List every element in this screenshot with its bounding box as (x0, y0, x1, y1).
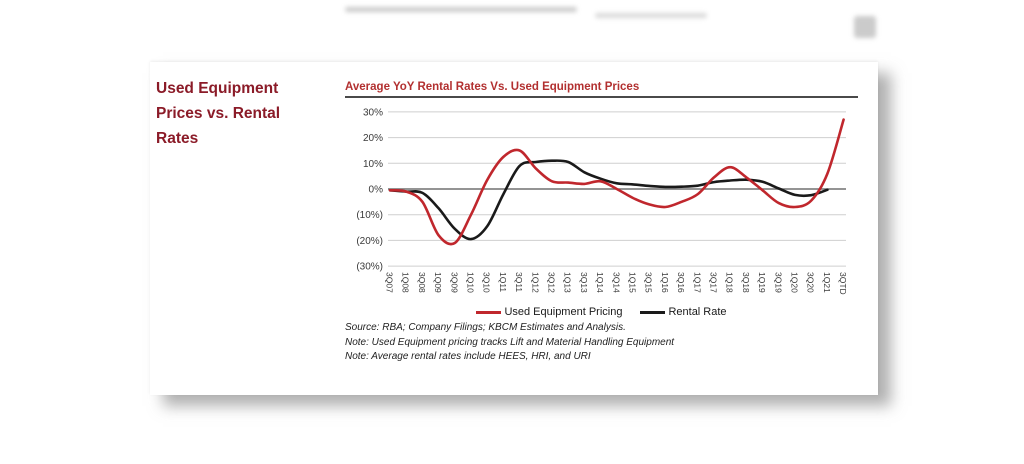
y-tick-label: 10% (363, 159, 383, 170)
x-tick-label: 3Q15 (644, 272, 654, 293)
y-tick-label: 30% (363, 107, 383, 118)
x-tick-label: 3Q14 (611, 272, 621, 293)
x-tick-label: 3Q20 (806, 272, 816, 293)
y-tick-label: (30%) (356, 262, 383, 273)
chart-notes: Source: RBA; Company Filings; KBCM Estim… (345, 321, 845, 365)
legend-item-used-equipment-pricing: Used Equipment Pricing (476, 306, 622, 318)
x-tick-label: 1Q10 (466, 272, 476, 293)
y-tick-label: (20%) (356, 236, 383, 247)
chart-legend: Used Equipment Pricing Rental Rate (345, 304, 858, 320)
x-tick-label: 3Q19 (773, 272, 783, 293)
x-tick-label: 1Q20 (790, 272, 800, 293)
shadow-artifact (595, 13, 707, 18)
x-tick-label: 1Q18 (725, 272, 735, 293)
x-tick-label: 3Q08 (417, 272, 427, 293)
x-tick-label: 3QTD (838, 272, 848, 295)
x-tick-label: 3Q16 (676, 272, 686, 293)
shadow-artifact (854, 16, 876, 38)
document-page: Used Equipment Prices vs. Rental Rates A… (150, 62, 878, 395)
x-tick-label: 3Q12 (547, 272, 557, 293)
source-note: Source: RBA; Company Filings; KBCM Estim… (345, 322, 626, 333)
x-tick-label: 3Q17 (709, 272, 719, 293)
line-chart: 30% 20% 10% 0% (10%) (20%) (30%)3Q07 1Q08 3Q08 1Q… (356, 107, 848, 295)
chart-title: Average YoY Rental Rates Vs. Used Equipm… (345, 81, 858, 98)
x-tick-label: 1Q12 (530, 272, 540, 293)
series-path-rental-rate (388, 159, 829, 241)
x-tick-label: 1Q13 (563, 272, 573, 293)
x-tick-label: 1Q09 (433, 272, 443, 293)
y-tick-label: 20% (363, 133, 383, 144)
rental-note: Note: Average rental rates include HEES,… (345, 351, 591, 362)
x-tick-label: 1Q16 (660, 272, 670, 293)
legend-label: Rental Rate (668, 306, 727, 318)
y-tick-label: (10%) (356, 210, 383, 221)
x-tick-label: 1Q15 (628, 272, 638, 293)
x-tick-label: 1Q08 (401, 272, 411, 293)
x-tick-label: 1Q14 (595, 272, 605, 293)
equipment-note: Note: Used Equipment pricing tracks Lift… (345, 336, 675, 348)
x-tick-label: 1Q17 (692, 272, 702, 293)
legend-label: Used Equipment Pricing (504, 306, 623, 318)
x-tick-label: 3Q09 (449, 272, 459, 293)
x-tick-label: 3Q13 (579, 272, 589, 293)
x-tick-label: 3Q11 (514, 272, 524, 292)
x-tick-label: 1Q11 (498, 272, 508, 292)
section-title: Used Equipment Prices vs. Rental Rates (156, 80, 281, 147)
x-tick-label: 1Q19 (757, 272, 767, 293)
legend-line-swatch (476, 310, 502, 314)
shadow-artifact (345, 7, 577, 12)
x-tick-label: 3Q07 (385, 272, 395, 293)
x-tick-label: 3Q10 (482, 272, 492, 293)
legend-line-swatch (640, 310, 666, 314)
legend-item-rental-rate: Rental Rate (640, 306, 727, 318)
y-tick-label: 0% (369, 185, 384, 196)
series-path-used-equipment-pricing (388, 118, 845, 246)
x-tick-label: 1Q21 (822, 272, 832, 293)
x-tick-label: 3Q18 (741, 272, 751, 293)
